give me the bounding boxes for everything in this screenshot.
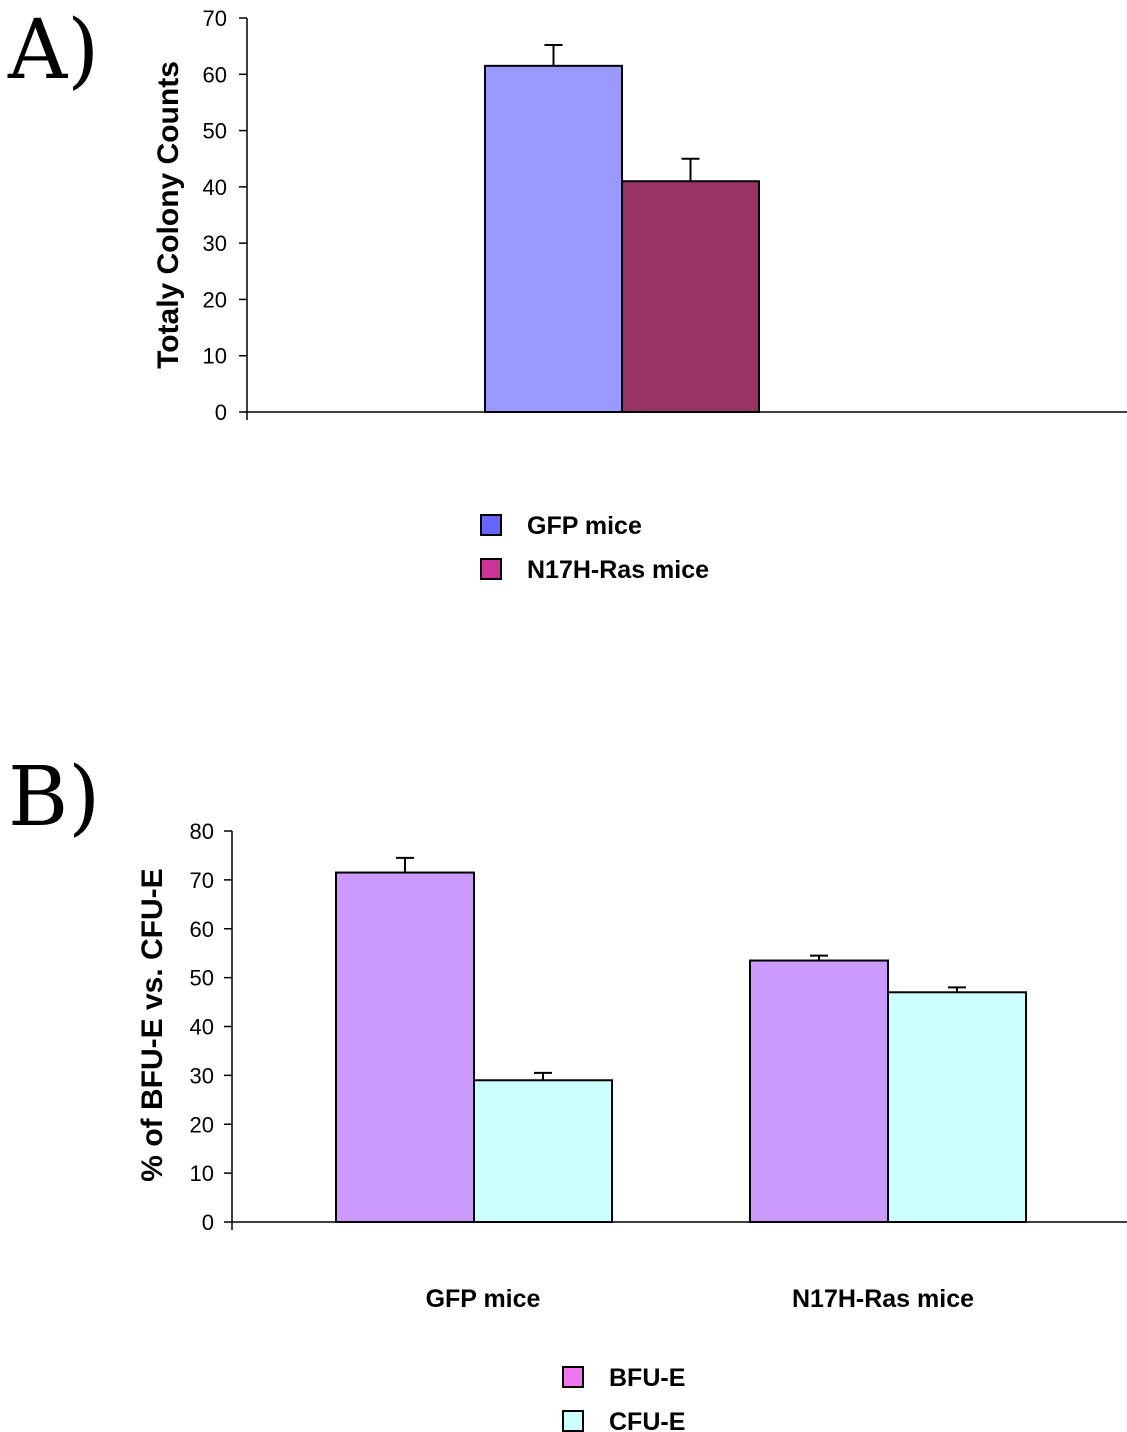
chart-b-ytick-label-80: 80 [190, 819, 214, 844]
chart-b-bar-cfu-e-0 [473, 1079, 613, 1223]
chart-b: 0 10 20 30 40 50 60 70 80 % of BFU-E vs. CFU-E GFP… [136, 819, 1127, 1432]
chart-b-legend-swatch-0 [562, 1366, 584, 1388]
chart-b-ytick-label-40: 40 [190, 1015, 214, 1040]
chart-a-bar-gfp-mice-0 [484, 64, 623, 413]
chart-a-ytick-label-60: 60 [203, 62, 227, 87]
chart-a-legend-swatch-1 [480, 558, 502, 580]
chart-b-legend-label-0: BFU-E [609, 1364, 685, 1392]
chart-a-legend-label-1: N17H-Ras mice [527, 556, 709, 584]
chart-a-ytick-label-30: 30 [203, 231, 227, 256]
chart-b-ytick-label-50: 50 [190, 966, 214, 991]
chart-a-legend-swatch-0 [480, 514, 502, 536]
chart-a-legend-label-0: GFP mice [527, 512, 642, 540]
chart-b-category-label-1: N17H-Ras mice [792, 1285, 974, 1313]
chart-b-ytick-label-20: 20 [190, 1112, 214, 1137]
chart-b-ytick-label-30: 30 [190, 1063, 214, 1088]
chart-b-y-axis-title: % of BFU-E vs. CFU-E [136, 868, 169, 1181]
chart-b-category-label-0: GFP mice [426, 1285, 541, 1313]
chart-b-legend-swatch-1 [562, 1410, 584, 1432]
panel-a-label: A) [7, 3, 99, 98]
chart-b-ytick-label-10: 10 [190, 1161, 214, 1186]
chart-a-ytick-label-0: 0 [215, 400, 227, 425]
chart-a: 0 10 20 30 40 50 60 70 Totaly Colony Counts GFP m… [152, 6, 1127, 584]
chart-b-bar-bfu-e-1 [749, 959, 889, 1223]
chart-b-ytick-label-60: 60 [190, 917, 214, 942]
chart-a-ytick-label-70: 70 [203, 6, 227, 31]
chart-b-legend-label-1: CFU-E [609, 1408, 685, 1432]
chart-a-y-axis-title: Totaly Colony Counts [152, 61, 185, 369]
chart-a-ytick-label-40: 40 [203, 175, 227, 200]
panel-b-label: B) [8, 750, 100, 845]
chart-b-bar-bfu-e-0 [335, 871, 475, 1223]
chart-a-ytick-label-20: 20 [203, 287, 227, 312]
chart-a-ytick-label-50: 50 [203, 119, 227, 144]
chart-b-bar-cfu-e-1 [887, 991, 1027, 1223]
chart-a-bar-n17h-ras-mice-0 [621, 180, 760, 413]
chart-a-ytick-label-10: 10 [203, 344, 227, 369]
chart-b-ytick-label-0: 0 [202, 1210, 214, 1235]
chart-b-ytick-label-70: 70 [190, 868, 214, 893]
